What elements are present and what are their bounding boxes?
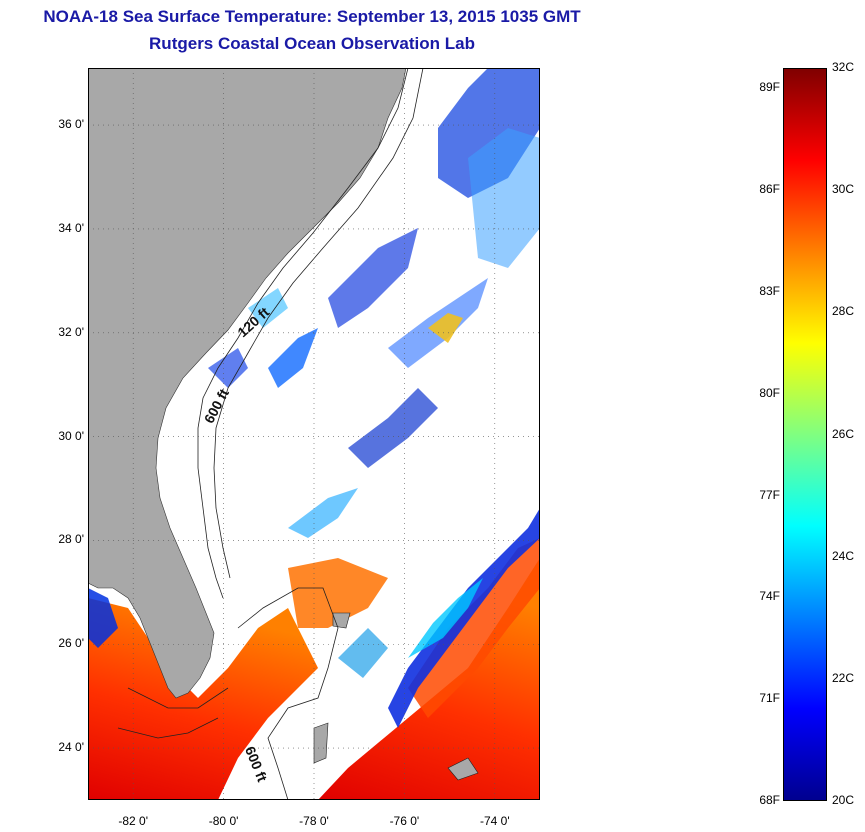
warm-water-region: [88, 538, 540, 800]
latitude-tick-label: 32 0': [58, 324, 84, 339]
map-subtitle: Rutgers Coastal Ocean Observation Lab: [149, 34, 475, 53]
island-group: [313, 612, 479, 781]
colorbar-fahrenheit-tick: 74F: [759, 589, 780, 604]
colorbar-fahrenheit-tick: 71F: [759, 691, 780, 706]
colorbar: [783, 68, 827, 801]
latitude-tick-label: 30 0': [58, 428, 84, 443]
map-title: NOAA-18 Sea Surface Temperature: Septemb…: [43, 7, 581, 26]
longitude-tick-label: -82 0': [118, 814, 149, 828]
colorbar-celsius-tick: 26C: [832, 426, 855, 441]
colorbar-fahrenheit-tick: 68F: [759, 793, 780, 807]
colorbar-fahrenheit-tick: 83F: [759, 283, 780, 298]
sst-map: [88, 68, 540, 800]
colorbar-celsius-tick: 20C: [832, 793, 855, 807]
land-mass: [88, 68, 407, 699]
colorbar-celsius-tick: 22C: [832, 670, 855, 685]
longitude-tick-label: -76 0': [389, 814, 420, 828]
colorbar-fahrenheit-tick: 89F: [759, 80, 780, 95]
colorbar-celsius-tick: 28C: [832, 304, 855, 319]
colorbar-fahrenheit-tick: 80F: [759, 385, 780, 400]
longitude-tick-label: -74 0': [479, 814, 510, 828]
longitude-tick-label: -80 0': [208, 814, 239, 828]
latitude-tick-label: 24 0': [58, 740, 84, 755]
sst-map-canvas: [88, 68, 540, 800]
cool-water-region: [88, 68, 540, 728]
latitude-tick-label: 34 0': [58, 220, 84, 235]
latitude-tick-label: 26 0': [58, 636, 84, 651]
colorbar-celsius-tick: 32C: [832, 60, 855, 74]
graticule: [88, 68, 540, 800]
latitude-tick-label: 28 0': [58, 532, 84, 547]
colorbar-fahrenheit-tick: 86F: [759, 182, 780, 197]
depth-contours: [117, 68, 424, 800]
colorbar-celsius-tick: 30C: [832, 182, 855, 197]
colorbar-celsius-tick: 24C: [832, 548, 855, 563]
colorbar-fahrenheit-tick: 77F: [759, 487, 780, 502]
latitude-tick-label: 36 0': [58, 117, 84, 132]
longitude-tick-label: -78 0': [299, 814, 329, 828]
